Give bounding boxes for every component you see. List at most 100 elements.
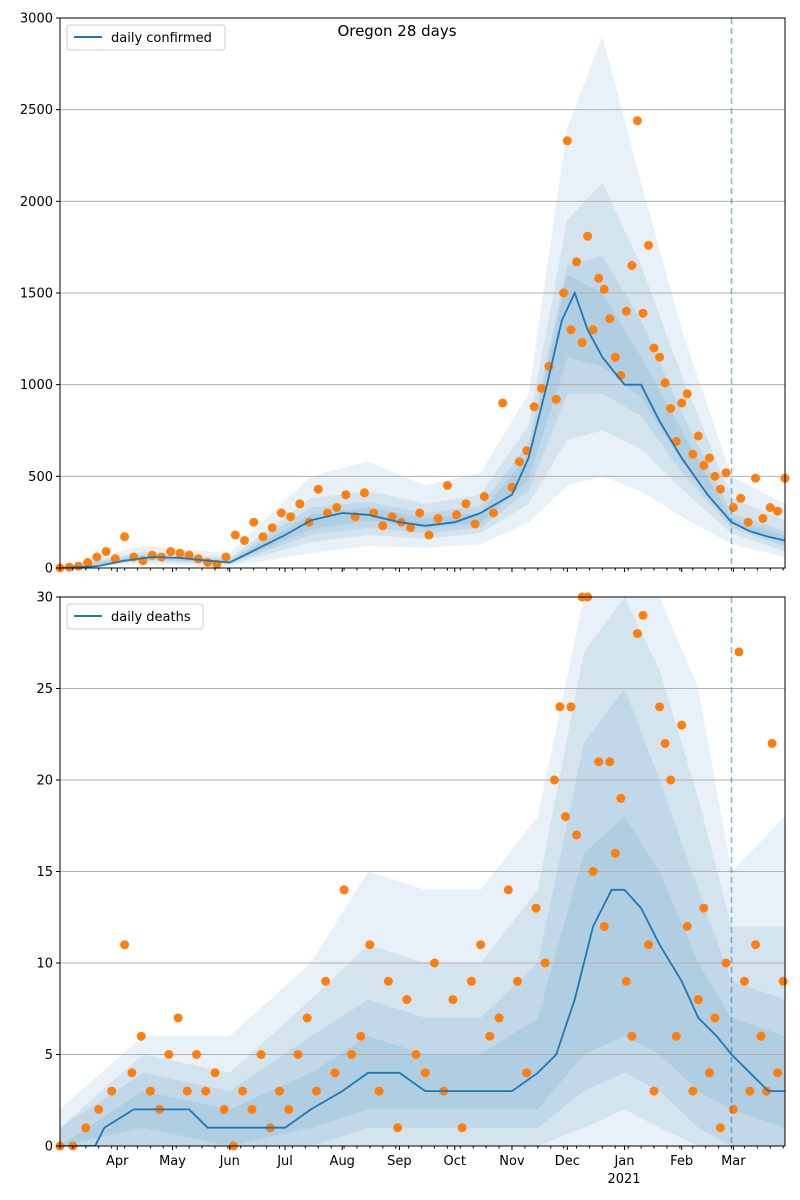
deaths-observed-point bbox=[715, 1123, 725, 1133]
confirmed-observed-point bbox=[566, 325, 576, 335]
deaths-xtick-label: Nov bbox=[499, 1154, 525, 1169]
deaths-ytick-label: 20 bbox=[36, 774, 53, 789]
deaths-forecast-bands bbox=[60, 597, 785, 1146]
deaths-observed-point bbox=[599, 921, 609, 931]
deaths-ytick-label: 0 bbox=[45, 1140, 53, 1155]
deaths-observed-point bbox=[284, 1104, 294, 1114]
deaths-observed-point bbox=[531, 903, 541, 913]
deaths-ytick-label: 5 bbox=[45, 1048, 53, 1063]
deaths-observed-point bbox=[739, 976, 749, 986]
confirmed-ytick-label: 3000 bbox=[20, 12, 53, 27]
deaths-y-axis: 0 5 10 15 20 25 30 bbox=[36, 591, 60, 1155]
deaths-gridlines bbox=[60, 688, 785, 1055]
deaths-band-20pct bbox=[60, 816, 785, 1146]
deaths-observed-point bbox=[773, 1068, 783, 1078]
deaths-observed-point bbox=[734, 647, 744, 657]
deaths-observed-point bbox=[247, 1104, 257, 1114]
deaths-observed-point bbox=[330, 1068, 340, 1078]
deaths-xtick-label: Mar bbox=[721, 1154, 746, 1169]
deaths-observed-point bbox=[666, 775, 676, 785]
confirmed-observed-point bbox=[110, 554, 120, 564]
deaths-observed-point bbox=[660, 738, 670, 748]
deaths-observed-point bbox=[466, 976, 476, 986]
deaths-xtick-label: Oct bbox=[444, 1154, 466, 1169]
confirmed-legend-box bbox=[66, 24, 226, 51]
deaths-legend: daily deaths bbox=[66, 603, 204, 630]
confirmed-observed-point bbox=[677, 398, 687, 408]
deaths-observed-point bbox=[107, 1086, 117, 1096]
deaths-observed-point bbox=[721, 958, 731, 968]
confirmed-observed-point bbox=[276, 508, 286, 518]
confirmed-observed-point bbox=[693, 431, 703, 441]
deaths-observed-point bbox=[549, 775, 559, 785]
confirmed-ytick-label: 1000 bbox=[20, 378, 53, 393]
deaths-observed-point bbox=[745, 1086, 755, 1096]
confirmed-observed-point bbox=[267, 523, 277, 533]
deaths-observed-point bbox=[594, 757, 604, 767]
confirmed-band-80pct bbox=[60, 36, 785, 568]
confirmed-observed-point bbox=[710, 471, 720, 481]
deaths-band-60pct bbox=[60, 597, 785, 1146]
deaths-observed-point bbox=[566, 702, 576, 712]
confirmed-observed-point bbox=[193, 554, 203, 564]
deaths-observed-point bbox=[311, 1086, 321, 1096]
deaths-observed-points bbox=[55, 592, 788, 1151]
confirmed-observed-point bbox=[728, 503, 738, 512]
confirmed-ytick-label: 2500 bbox=[20, 103, 53, 118]
confirmed-legend: daily confirmed bbox=[66, 24, 226, 51]
deaths-observed-point bbox=[671, 1031, 681, 1041]
confirmed-observed-point bbox=[166, 547, 176, 556]
deaths-observed-point bbox=[173, 1013, 183, 1023]
deaths-observed-point bbox=[238, 1086, 248, 1096]
confirmed-observed-point bbox=[758, 514, 768, 523]
figure-title: Oregon 28 days bbox=[337, 22, 456, 40]
deaths-observed-point bbox=[182, 1086, 192, 1096]
confirmed-legend-label: daily confirmed bbox=[111, 31, 212, 46]
deaths-observed-point bbox=[572, 830, 581, 840]
deaths-observed-point bbox=[555, 702, 565, 712]
confirmed-observed-point bbox=[588, 325, 598, 335]
deaths-observed-point bbox=[120, 940, 130, 950]
deaths-observed-point bbox=[522, 1068, 532, 1078]
deaths-xtick-label: Dec bbox=[555, 1154, 580, 1169]
confirmed-observed-point bbox=[341, 490, 351, 500]
confirmed-observed-point bbox=[627, 261, 637, 270]
confirmed-observed-point bbox=[442, 481, 452, 490]
confirmed-observed-point bbox=[387, 512, 397, 522]
confirmed-observed-point bbox=[461, 499, 471, 509]
deaths-xtick-label: Jul bbox=[276, 1154, 293, 1169]
confirmed-observed-point bbox=[621, 306, 631, 316]
confirmed-observed-point bbox=[184, 550, 194, 560]
deaths-xtick-label: Sep bbox=[387, 1154, 412, 1169]
deaths-observed-point bbox=[710, 1013, 720, 1023]
year-label: 2021 bbox=[607, 1172, 640, 1187]
confirmed-observed-point bbox=[470, 519, 480, 529]
confirmed-observed-point bbox=[433, 514, 443, 523]
deaths-band-40pct bbox=[60, 688, 785, 1146]
confirmed-observed-point bbox=[92, 552, 102, 562]
confirmed-observed-point bbox=[479, 492, 489, 501]
confirmed-observed-point bbox=[537, 383, 546, 393]
confirmed-observed-point bbox=[240, 536, 249, 545]
confirmed-observed-point bbox=[203, 558, 213, 567]
deaths-observed-point bbox=[621, 976, 631, 986]
deaths-median-line bbox=[60, 888, 785, 1146]
deaths-observed-point bbox=[693, 995, 703, 1005]
deaths-observed-point bbox=[420, 1068, 430, 1078]
deaths-ytick-label: 25 bbox=[36, 682, 53, 697]
deaths-observed-point bbox=[136, 1031, 146, 1041]
confirmed-observed-point bbox=[498, 398, 508, 408]
deaths-observed-point bbox=[94, 1104, 104, 1114]
confirmed-observed-point bbox=[751, 473, 760, 483]
confirmed-observed-point bbox=[572, 257, 581, 267]
confirmed-gridlines bbox=[60, 109, 785, 477]
confirmed-band-60pct bbox=[60, 183, 785, 568]
deaths-observed-point bbox=[339, 885, 349, 895]
confirmed-observed-point bbox=[638, 308, 648, 318]
confirmed-observed-point bbox=[605, 314, 615, 324]
confirmed-observed-point bbox=[332, 503, 342, 512]
deaths-band-80pct bbox=[60, 597, 785, 1146]
deaths-observed-point bbox=[704, 1068, 714, 1078]
confirmed-observed-point bbox=[452, 510, 462, 520]
